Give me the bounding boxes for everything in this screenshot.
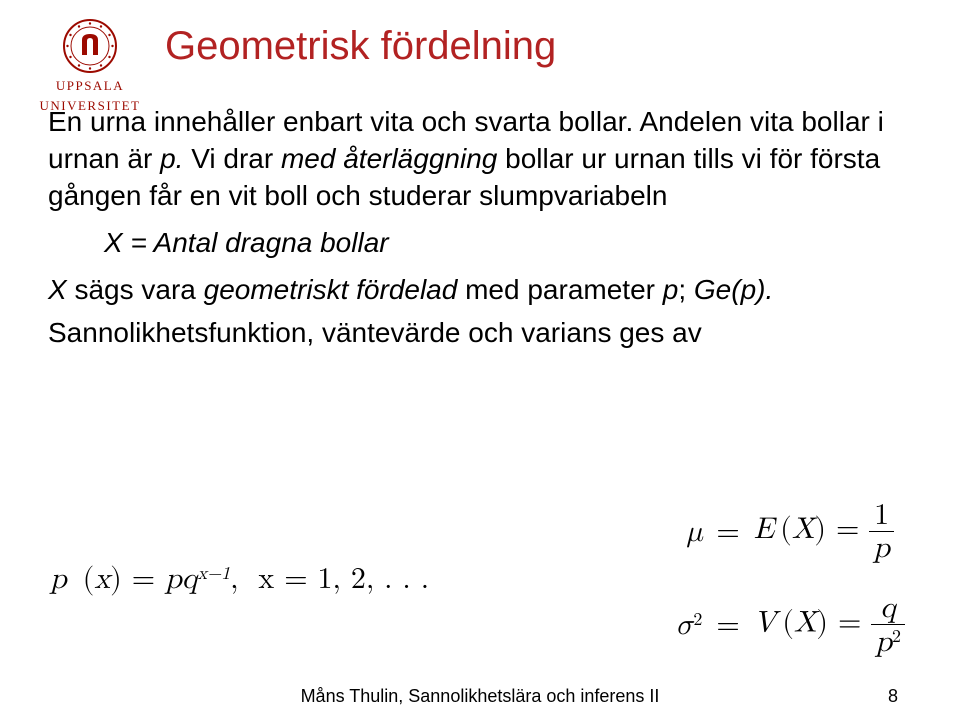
variance: V (X) = qp2: [754, 593, 905, 657]
footer-text: Måns Thulin, Sannolikhetslära och infere…: [0, 686, 960, 707]
pmf-open: (: [83, 564, 95, 594]
V-sym: V: [754, 607, 777, 637]
p2-text-c: geometriskt fördelad: [204, 274, 458, 305]
expectation: E (X) = 1p: [754, 500, 905, 563]
uppsala-logo: UPPSALA UNIVERSITET: [30, 18, 150, 115]
body-content: En urna innehåller enbart vita och svart…: [48, 104, 912, 358]
p2-text-a: X: [48, 274, 67, 305]
pmf-formula: p (x) = pqx−1, x = 1, 2, . . .: [50, 561, 429, 597]
p1-text-c: Vi drar: [183, 143, 281, 174]
paragraph-2: X sägs vara geometriskt fördelad med par…: [48, 272, 912, 309]
mu-symbol: μ: [675, 514, 702, 550]
p2-text-e: p: [663, 274, 679, 305]
E-sym: E: [754, 514, 774, 544]
eq-1: =: [716, 514, 739, 550]
pmf-close-eq: ) =: [110, 564, 165, 594]
pmf-p: p: [50, 564, 67, 594]
seal-icon: [62, 18, 118, 74]
sigma-base: σ: [675, 610, 693, 640]
p2-text-d: med parameter: [457, 274, 662, 305]
x-definition: X = Antal dragna bollar: [104, 225, 912, 262]
p2-text-b: sägs vara: [67, 274, 204, 305]
X-sym-1: X: [792, 514, 815, 544]
pmf-x: x: [94, 564, 110, 594]
p1-text-d: med återläggning: [281, 143, 497, 174]
p2-text-f: ;: [678, 274, 694, 305]
X-sym-2: X: [794, 607, 817, 637]
frac2-top: q: [880, 593, 896, 623]
math-row: p (x) = pqx−1, x = 1, 2, . . . μ = E (X)…: [50, 500, 905, 657]
sigma-exp: 2: [693, 611, 702, 629]
page-number: 8: [888, 686, 898, 707]
pmf-tail: , x = 1, 2, . . .: [230, 564, 429, 594]
frac1-top: 1: [869, 500, 894, 531]
pmf-pq: pq: [165, 564, 198, 594]
p2-text-g: Ge(p).: [694, 274, 773, 305]
logo-text-1: UPPSALA: [30, 78, 150, 94]
sigma-symbol: σ2: [675, 607, 702, 643]
paragraph-1: En urna innehåller enbart vita och svart…: [48, 104, 912, 215]
p1-text-b: p.: [160, 143, 183, 174]
moments-block: μ = E (X) = 1p σ2 = V (X) = qp2: [675, 500, 905, 657]
pmf-exp: x−1: [198, 565, 231, 583]
paragraph-3: Sannolikhetsfunktion, väntevärde och var…: [48, 315, 912, 352]
slide-title: Geometrisk fördelning: [165, 24, 556, 69]
eq-2: =: [716, 607, 739, 643]
frac2-bot-exp: 2: [892, 628, 901, 646]
frac2-bot-p: p: [875, 627, 892, 657]
frac1-bot: p: [873, 533, 890, 563]
